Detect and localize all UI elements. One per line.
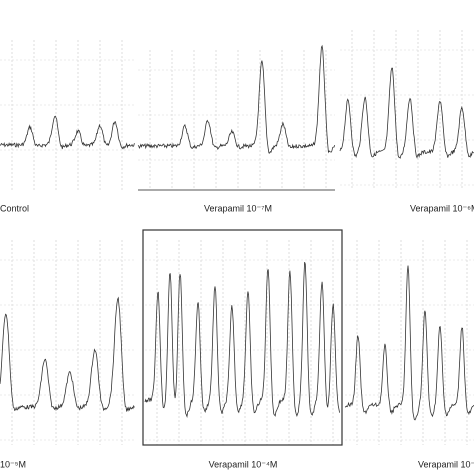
panel-label: Verapamil 10⁻⁶M <box>410 203 474 213</box>
trace <box>0 296 135 412</box>
panel-label: Control <box>0 203 29 213</box>
trace <box>344 265 474 421</box>
panel-label: Verapamil 10⁻⁷M <box>204 203 272 213</box>
trace <box>339 67 474 159</box>
panel-frame <box>142 229 343 446</box>
traces <box>0 44 474 421</box>
grids <box>0 30 474 445</box>
trace <box>0 115 135 150</box>
panel-label: Verapamil 10⁻⁴M <box>209 459 278 469</box>
trace <box>137 44 336 154</box>
panel-label: 10⁻⁵M <box>0 459 26 469</box>
panel-label: Verapamil 10⁻³M <box>418 459 474 469</box>
trace <box>144 262 340 419</box>
